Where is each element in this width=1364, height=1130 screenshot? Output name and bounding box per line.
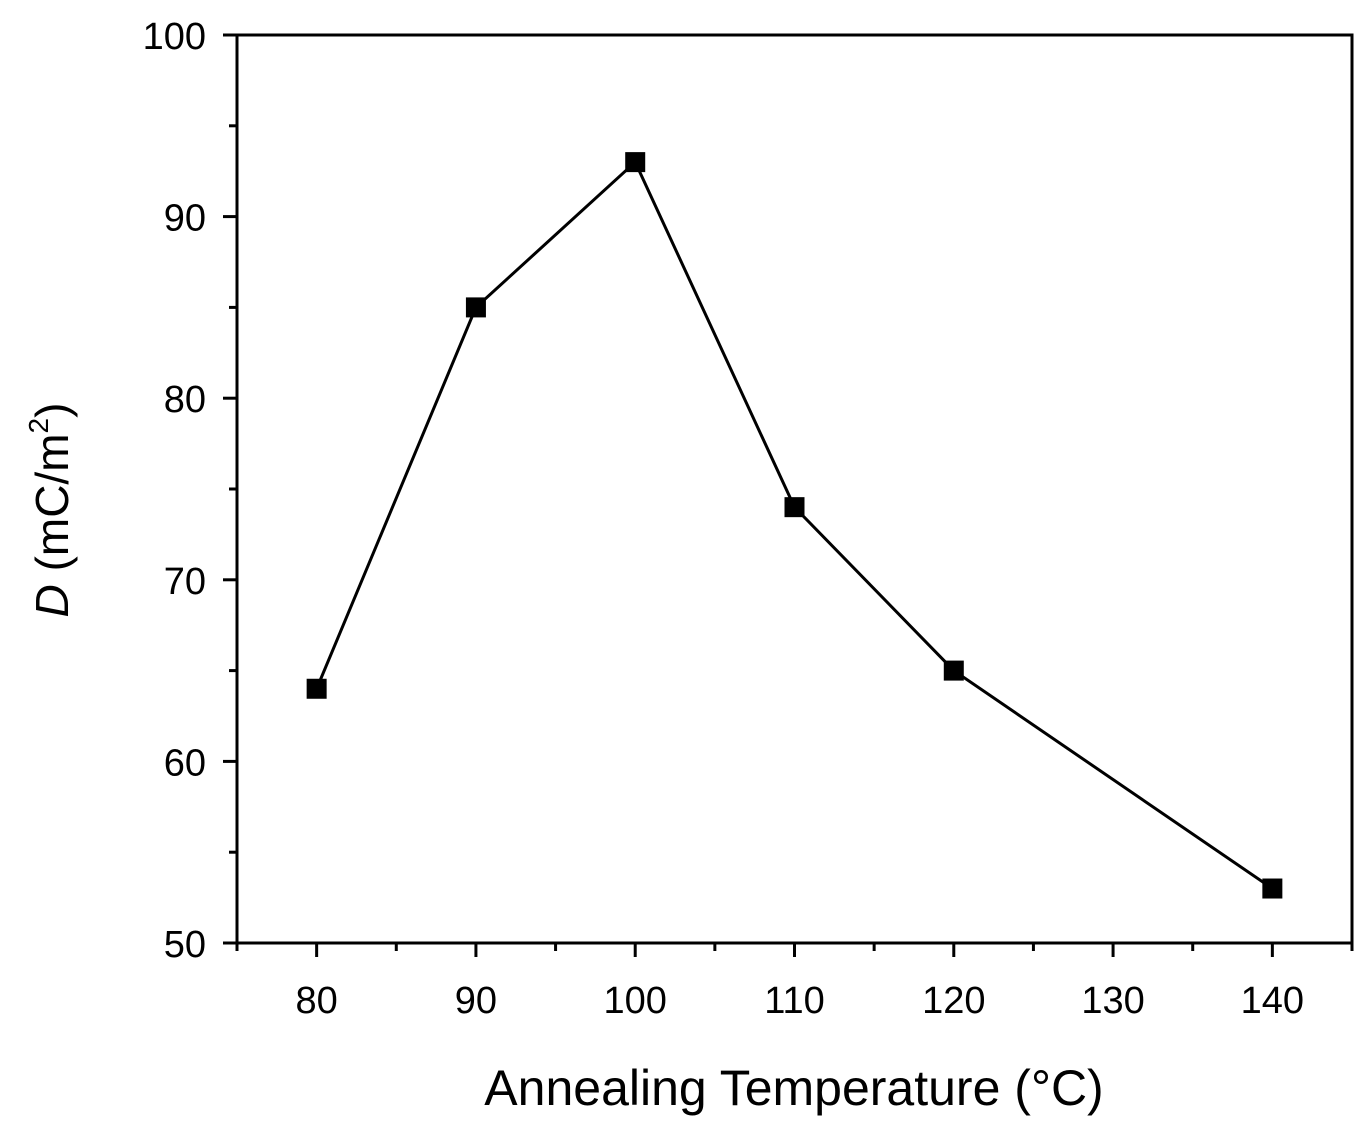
y-axis-title-superscript: 2 [23, 418, 54, 434]
x-tick-label-130: 130 [1081, 980, 1144, 1022]
data-point-120 [943, 660, 964, 681]
data-point-80 [306, 678, 327, 699]
x-tick-label-90: 90 [455, 980, 497, 1022]
y-axis-title: D (mC/m2) [23, 403, 78, 618]
x-axis-title-text: Annealing Temperature [484, 1060, 1000, 1116]
y-axis-title-unit: (mC/m [26, 433, 78, 571]
x-tick-label-120: 120 [922, 980, 985, 1022]
y-tick-label-70: 70 [164, 561, 206, 603]
y-tick-label-90: 90 [164, 198, 206, 240]
data-point-100 [625, 152, 646, 173]
x-tick-label-110: 110 [764, 980, 825, 1022]
y-axis-title-variable: D [26, 584, 78, 617]
y-tick-label-80: 80 [164, 379, 206, 421]
x-axis-tick-labels: 80 90 100 110 120 130 140 [296, 980, 1305, 1022]
data-point-110 [784, 497, 805, 518]
y-axis-title-close: ) [26, 403, 78, 418]
data-point-140 [1262, 878, 1283, 899]
x-axis-title-unit: (°C) [1014, 1060, 1103, 1116]
x-tick-label-140: 140 [1241, 980, 1304, 1022]
x-axis-title: Annealing Temperature (°C) [484, 1060, 1103, 1116]
series-line [315, 159, 1274, 890]
x-axis-ticks [235, 943, 1354, 957]
x-tick-label-80: 80 [296, 980, 338, 1022]
y-tick-label-50: 50 [164, 924, 206, 966]
y-tick-label-100: 100 [143, 16, 206, 58]
data-point-90 [465, 297, 486, 318]
y-axis-tick-labels: 50 60 70 80 90 100 [143, 16, 206, 966]
x-tick-label-100: 100 [604, 980, 667, 1022]
y-axis-ticks [223, 33, 237, 945]
series-markers [306, 152, 1283, 899]
plot-frame [235, 33, 1354, 945]
y-tick-label-60: 60 [164, 742, 206, 784]
